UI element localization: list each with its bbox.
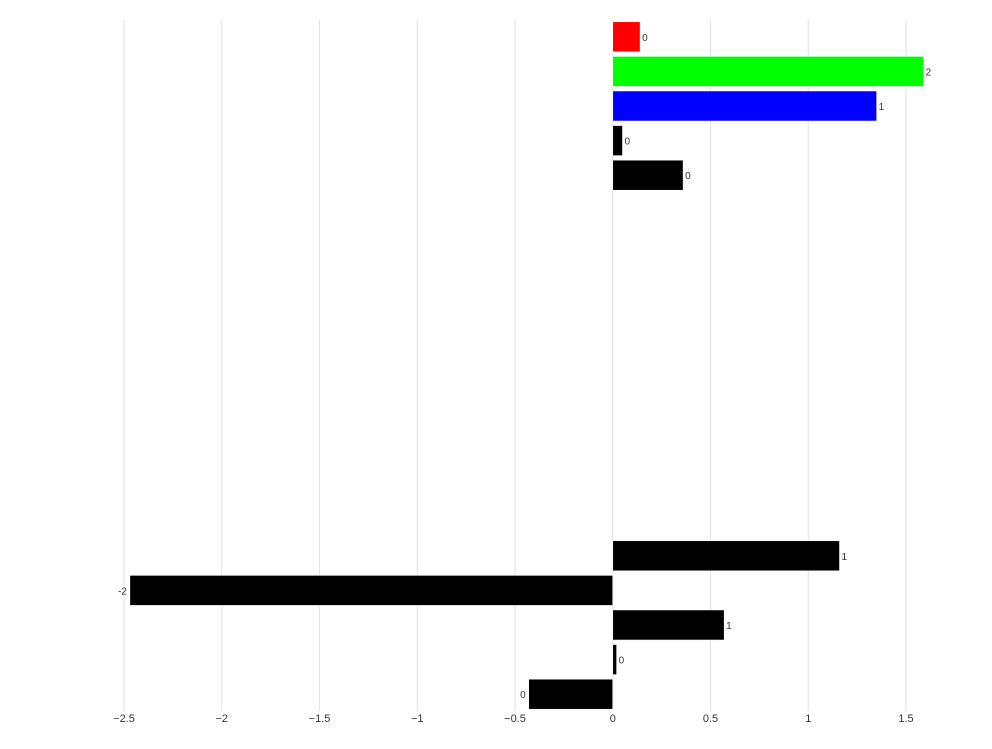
x-tick-label: −2 (215, 713, 228, 725)
bar (612, 21, 641, 53)
bar (612, 159, 684, 191)
x-tick-label: 1.5 (898, 713, 913, 725)
x-tick-label: −0.5 (504, 713, 526, 725)
bar (129, 575, 614, 606)
x-tick-label: −1.5 (309, 713, 331, 725)
bar-value-label: 0 (625, 137, 631, 148)
bar-value-label: 1 (842, 552, 848, 563)
bar-value-label: 1 (879, 102, 885, 113)
bar (612, 125, 623, 156)
bar (528, 678, 614, 710)
bar-value-label: -2 (118, 586, 127, 597)
data-label-layer: 0 2 1 0 0 1 -2 1 0 0 (118, 33, 932, 701)
x-tick-label: 1 (805, 713, 811, 725)
x-tick-label: 0 (610, 713, 616, 725)
bar-value-label: 0 (520, 690, 526, 701)
bar-value-label: 2 (926, 67, 932, 78)
bar (612, 540, 840, 572)
bar (612, 644, 617, 675)
x-tick-label: −2.5 (113, 713, 135, 725)
x-axis-ticks: −2.5 −2 −1.5 −1 −0.5 0 0.5 1 1.5 (113, 713, 914, 725)
bar (612, 90, 877, 122)
bar-value-label: 1 (726, 621, 732, 632)
bar-value-label: 0 (685, 171, 691, 182)
bar (612, 56, 924, 87)
bar-value-label: 0 (642, 33, 648, 44)
bar-layer (129, 21, 924, 710)
bar (612, 609, 725, 641)
x-tick-label: −1 (411, 713, 424, 725)
x-tick-label: 0.5 (703, 713, 718, 725)
grid-layer (123, 20, 907, 711)
bar-value-label: 0 (619, 656, 625, 667)
